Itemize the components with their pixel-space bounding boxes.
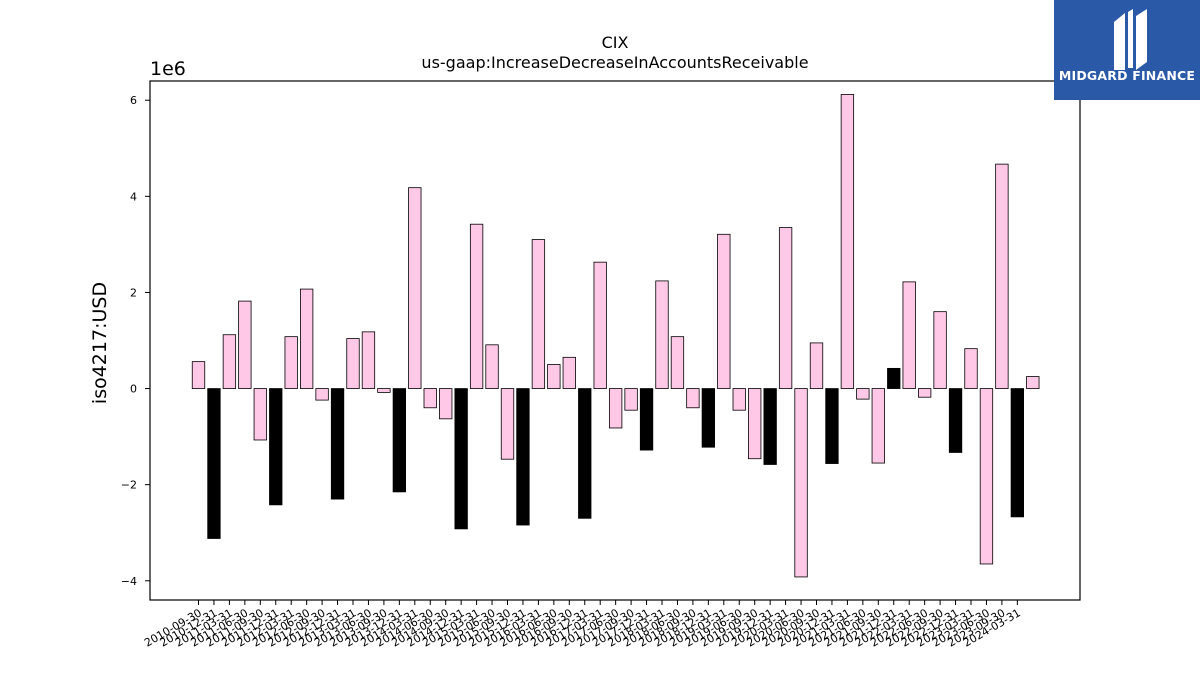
bar: [578, 388, 592, 519]
bar: [732, 388, 746, 411]
bar: [1026, 376, 1040, 389]
bar: [593, 261, 607, 389]
bar: [624, 388, 638, 411]
bar: [933, 311, 947, 389]
bar: [408, 187, 422, 389]
bar: [670, 336, 685, 389]
y-tick-label: 2: [130, 286, 137, 299]
bar: [315, 388, 329, 401]
bar: [609, 388, 623, 429]
bar: [562, 356, 576, 389]
bar: [840, 94, 855, 389]
chart-subtitle: us-gaap:IncreaseDecreaseInAccountsReceiv…: [421, 53, 808, 72]
y-scale-label: 1e6: [150, 58, 186, 80]
bar: [516, 388, 530, 526]
bar: [377, 388, 391, 393]
bar: [856, 388, 870, 400]
bar: [207, 388, 221, 539]
bar: [485, 344, 499, 389]
bar: [887, 367, 901, 389]
x-ticks-group: 2010-09-302010-12-312011-03-312011-06-30…: [142, 600, 1023, 650]
bar: [902, 281, 916, 389]
bar: [794, 388, 808, 578]
bar: [948, 388, 963, 453]
y-tick-label: 6: [130, 94, 137, 107]
bar: [871, 388, 885, 464]
bar: [346, 338, 360, 389]
bar: [439, 388, 453, 420]
bar: [330, 388, 345, 500]
y-tick-label: −2: [121, 479, 137, 492]
bar: [995, 163, 1009, 389]
bar: [469, 223, 484, 389]
bar: [361, 331, 376, 389]
bar: [979, 388, 994, 565]
bar: [655, 280, 669, 389]
bar: [238, 300, 252, 389]
chart-title: CIX: [602, 33, 629, 52]
bar: [253, 388, 267, 441]
bar: [500, 388, 515, 460]
bar: [284, 336, 298, 389]
bar: [918, 388, 932, 398]
bar: [454, 388, 468, 530]
bar: [222, 334, 237, 389]
y-tick-label: 0: [130, 383, 137, 396]
midgard-finance-logo: MIDGARD FINANCE: [1054, 0, 1200, 100]
logo-text: MIDGARD FINANCE: [1058, 68, 1196, 83]
y-tick-label: −4: [121, 575, 137, 588]
bar: [809, 342, 824, 389]
bar: [686, 388, 700, 409]
bar: [392, 388, 407, 493]
bar: [717, 233, 731, 389]
bar: [269, 388, 283, 506]
bar: [825, 388, 839, 464]
bar: [547, 364, 561, 389]
y-ticks-group: −4 −2 0 2 4 6: [121, 94, 150, 588]
bar: [639, 388, 654, 451]
plot-frame: [149, 80, 1081, 601]
y-tick-label: 4: [130, 190, 137, 203]
bar: [748, 388, 762, 460]
bars-group: [191, 94, 1040, 578]
bar: [763, 388, 777, 465]
bar: [423, 388, 437, 409]
bar: [778, 227, 793, 389]
bar: [701, 388, 715, 448]
bar: [299, 288, 314, 389]
bar: [191, 361, 206, 389]
logo-mark-icon: [1114, 9, 1147, 70]
y-axis-label: iso4217:USD: [89, 282, 111, 404]
bar: [531, 239, 546, 389]
bar: [1010, 388, 1024, 518]
bar: [964, 348, 978, 389]
